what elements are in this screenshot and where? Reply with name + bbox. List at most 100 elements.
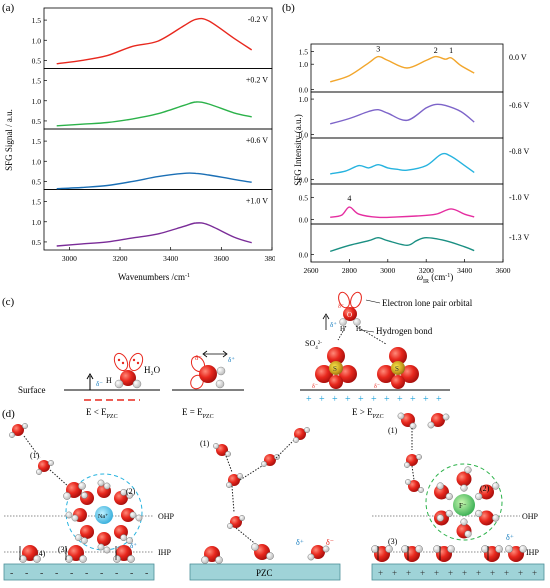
chart-b-series-line: [329, 236, 475, 253]
water-hydrogen: [397, 412, 405, 420]
chart-b-series-line: [330, 152, 475, 175]
chart-a-xtick-label: 3200: [113, 254, 128, 263]
plus-sign: +: [378, 568, 383, 578]
svg-text:δ⁻: δ⁻: [374, 384, 380, 390]
water-hydrogen: [266, 552, 274, 560]
water-hydrogen: [63, 492, 71, 500]
delta-plus: δ⁺: [330, 321, 337, 329]
oxygen-atom: [343, 307, 357, 321]
chart-b-peak-label: 4: [347, 194, 351, 203]
o-label: O: [347, 311, 352, 319]
water-hydrogen: [409, 422, 417, 430]
water-hydrogen: [213, 443, 219, 449]
water-hydrogen: [481, 545, 489, 553]
chart-a-ytick-label: 1.5: [32, 198, 42, 207]
water-hydrogen: [65, 511, 73, 519]
water-oxygen: [479, 484, 495, 500]
oxygen-atom: [199, 365, 217, 383]
panel-d-label: (d): [2, 408, 15, 420]
plus-sign: +: [319, 394, 325, 405]
chart-b-potential-label: -1.0 V: [509, 193, 530, 202]
chart-a-ytick-label: 0.5: [32, 238, 42, 247]
chart-b-xtick-label: 3000: [380, 266, 395, 275]
water-hydrogen: [492, 482, 500, 490]
water-hydrogen: [433, 545, 441, 553]
chart-b-xtick-label: 2600: [304, 266, 319, 275]
plus-row-c: + + + + + + + + + + +: [306, 394, 442, 405]
plus-sign: +: [358, 394, 364, 405]
chart-b-frame: [310, 91, 504, 139]
water-oxygen: [121, 508, 135, 522]
water-hydrogen: [445, 492, 453, 501]
water-hydrogen: [33, 555, 41, 563]
chart-a-xtick-label: 3400: [163, 254, 178, 263]
h-label: H: [106, 376, 112, 385]
water-hydrogen: [519, 545, 527, 553]
water-hydrogen: [447, 545, 455, 553]
delta-minus: δ⁻: [96, 380, 103, 388]
f-ion: [453, 494, 475, 516]
chart-b-series-line: [330, 206, 475, 219]
lone-pair-lobe: [128, 352, 144, 372]
delta-plus-right: δ⁺: [506, 533, 514, 542]
condition-gt: E > EPZC: [352, 407, 384, 420]
label-1-left: (1): [30, 451, 40, 460]
h-label: H: [340, 325, 345, 333]
delta-minus-mid: δ⁻: [326, 538, 334, 547]
delta-plus-left: δ⁺: [130, 542, 137, 550]
hydrogen-atom: [339, 318, 347, 326]
water-hydrogen: [129, 511, 137, 519]
minus-sign: -: [100, 568, 103, 579]
chart-b-ytick-label: 0.0: [299, 130, 309, 139]
label-4-left: (4): [36, 549, 46, 558]
hydrogen-bond-label: Hydrogen bond: [376, 326, 433, 336]
chart-a-series-line: [56, 101, 252, 127]
minus-sign: -: [10, 568, 13, 579]
minus-sign: -: [130, 568, 133, 579]
water-hydrogen: [304, 427, 310, 433]
water-hydrogen: [126, 537, 134, 545]
chart-b-frame: [310, 183, 504, 225]
water-oxygen: [97, 532, 111, 546]
ohp-label-right: OHP: [522, 512, 539, 521]
delta-plus: δ⁺: [228, 356, 235, 364]
electrode-slab-pzc: [189, 563, 341, 581]
water-hydrogen: [36, 469, 42, 475]
chart-a-series-line: [56, 172, 252, 190]
water-oxygen: [431, 413, 445, 427]
chart-a-potential-label: +0.2 V: [246, 76, 268, 85]
pzc-slab-label: PZC: [256, 568, 273, 578]
electron-lone-pair-label: Electron lone pair orbital: [382, 298, 473, 308]
chart-b-peak-label: 2: [434, 46, 438, 55]
chart-a-ytick-label: 0.5: [32, 56, 42, 65]
water-hydrogen: [113, 555, 121, 563]
plus-sign: +: [476, 568, 481, 578]
water-hydrogen: [97, 479, 105, 487]
chart-b-potential-label: -0.6 V: [509, 101, 530, 110]
chart-a-frame: [43, 189, 273, 251]
water-hydrogen: [475, 509, 483, 518]
minus-sign: -: [40, 568, 43, 579]
water-hydrogen: [404, 462, 410, 468]
hydrogen-atom: [216, 366, 226, 376]
chart-a-ytick-label: 1.5: [32, 16, 42, 25]
chart-a-ytick-label: 1.0: [32, 97, 42, 106]
water-oxygen: [456, 471, 472, 487]
svg-text:δ⁻: δ⁻: [312, 384, 318, 390]
chart-a-ytick-label: 1.0: [32, 36, 42, 45]
water-hydrogen: [261, 461, 267, 467]
water-oxygen: [12, 424, 24, 436]
plus-sign: +: [518, 568, 523, 578]
water-hydrogen: [405, 479, 411, 485]
plus-sign: +: [406, 568, 411, 578]
water-hydrogen: [385, 545, 393, 553]
water-hydrogen: [120, 534, 128, 542]
water-hydrogen: [416, 454, 422, 460]
plus-sign: +: [420, 568, 425, 578]
water-hydrogen: [80, 491, 88, 499]
chart-b-potential-label: 0.0 V: [509, 53, 527, 62]
water-hydrogen: [22, 423, 28, 429]
chart-b-series-line: [329, 55, 475, 83]
f-hydration-shell: [425, 463, 503, 541]
